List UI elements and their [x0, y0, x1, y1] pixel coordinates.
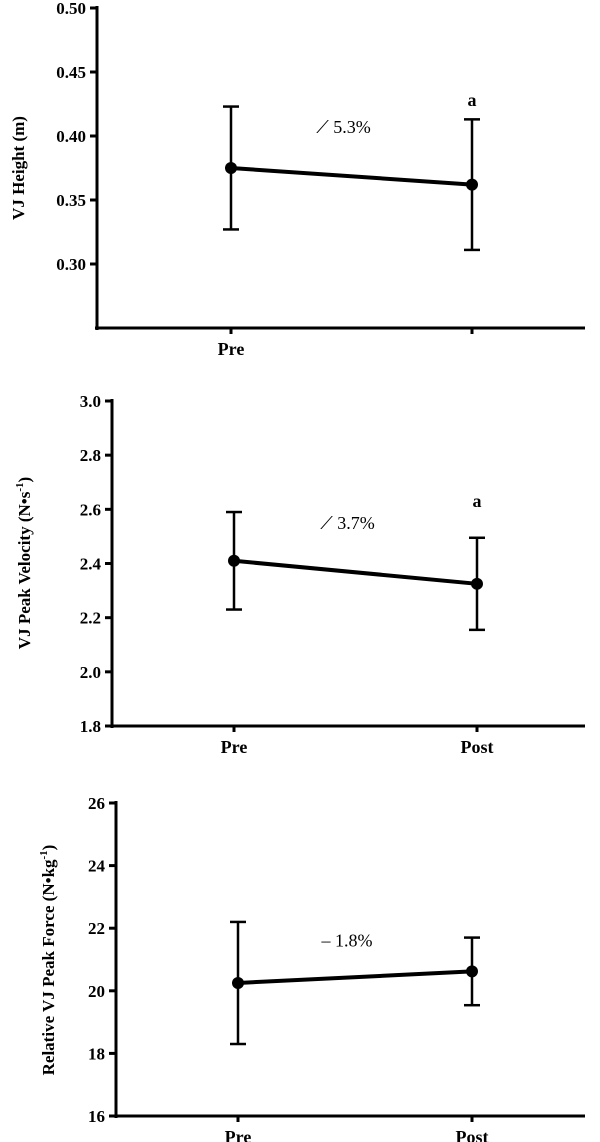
significance-marker: a: [473, 491, 482, 511]
chart-panel-3: 16 18 20 22 24 26 Pre Post Relative VJ Peak Forc…: [38, 794, 585, 1142]
x-tick-label: Pre: [225, 1127, 252, 1142]
y-tick-label: 24: [88, 857, 106, 876]
y-tick-label: 1.8: [80, 717, 101, 736]
y-axis-title: VJ Peak Velocity (N•s-1): [14, 477, 34, 649]
y-tick-label: 0.40: [56, 127, 86, 146]
series-line: [237, 969, 473, 985]
y-tick-label: 2.8: [80, 446, 101, 465]
y-tick-label: 3.0: [80, 392, 101, 411]
y-tick-label: 22: [88, 919, 105, 938]
y-tick-label: 16: [88, 1107, 105, 1126]
y-tick-label: 2.0: [80, 663, 101, 682]
x-tick-label: Post: [461, 737, 494, 757]
series-line: [230, 166, 473, 187]
y-tick-label: 0.30: [56, 255, 86, 274]
y-axis-title: Relative VJ Peak Force (N•kg-1): [38, 845, 58, 1076]
y-tick-label: 2.2: [80, 609, 101, 628]
y-tick-label: 20: [88, 982, 105, 1001]
data-point: [466, 965, 478, 978]
change-annotation: ⟋ 3.7%: [320, 513, 375, 533]
change-annotation: – 1.8%: [321, 931, 373, 951]
data-point: [228, 554, 240, 567]
y-tick-label: 2.6: [80, 500, 101, 519]
y-tick-label: 2.4: [80, 555, 102, 574]
chart-panel-2: 1.8 2.0 2.2 2.4 2.6 2.8 3.0 Pre Post VJ Peak Velo…: [14, 392, 585, 757]
y-tick-label: 0.45: [56, 63, 86, 82]
data-point: [466, 178, 478, 191]
data-point: [225, 162, 237, 174]
x-tick-label: Pre: [221, 737, 248, 757]
y-tick-label: 26: [88, 794, 105, 813]
y-axis-title: VJ Height (m): [9, 116, 28, 220]
y-tick-label: 0.50: [56, 0, 86, 18]
change-annotation: ⟋ 5.3%: [316, 117, 371, 137]
x-tick-label: Post: [456, 1127, 489, 1142]
significance-marker: a: [468, 90, 477, 110]
data-point: [232, 976, 244, 989]
data-point: [471, 577, 483, 590]
series-line: [233, 558, 478, 586]
x-tick-label: Pre: [218, 339, 245, 359]
y-tick-label: 18: [88, 1044, 105, 1063]
y-tick-label: 0.35: [56, 191, 86, 210]
chart-panel-1: 0.30 0.35 0.40 0.45 0.50 Pre VJ Height (m) ⟋ 5.…: [9, 0, 585, 359]
